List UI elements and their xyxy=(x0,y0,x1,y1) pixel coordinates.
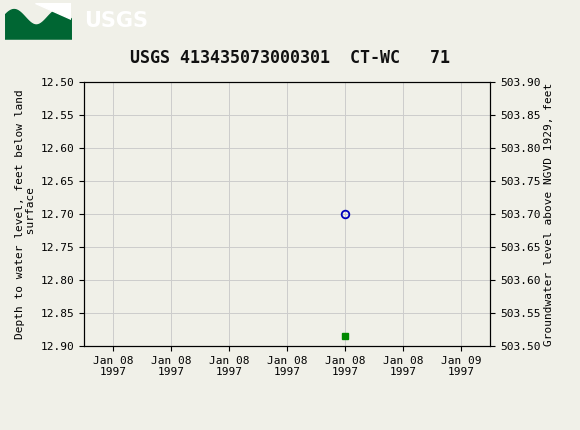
Legend: Period of approved data: Period of approved data xyxy=(175,428,399,430)
Text: USGS: USGS xyxy=(84,11,148,31)
Text: USGS 413435073000301  CT-WC   71: USGS 413435073000301 CT-WC 71 xyxy=(130,49,450,67)
Polygon shape xyxy=(35,3,71,19)
Y-axis label: Depth to water level, feet below land
 surface: Depth to water level, feet below land su… xyxy=(15,89,37,339)
Y-axis label: Groundwater level above NGVD 1929, feet: Groundwater level above NGVD 1929, feet xyxy=(545,82,554,346)
